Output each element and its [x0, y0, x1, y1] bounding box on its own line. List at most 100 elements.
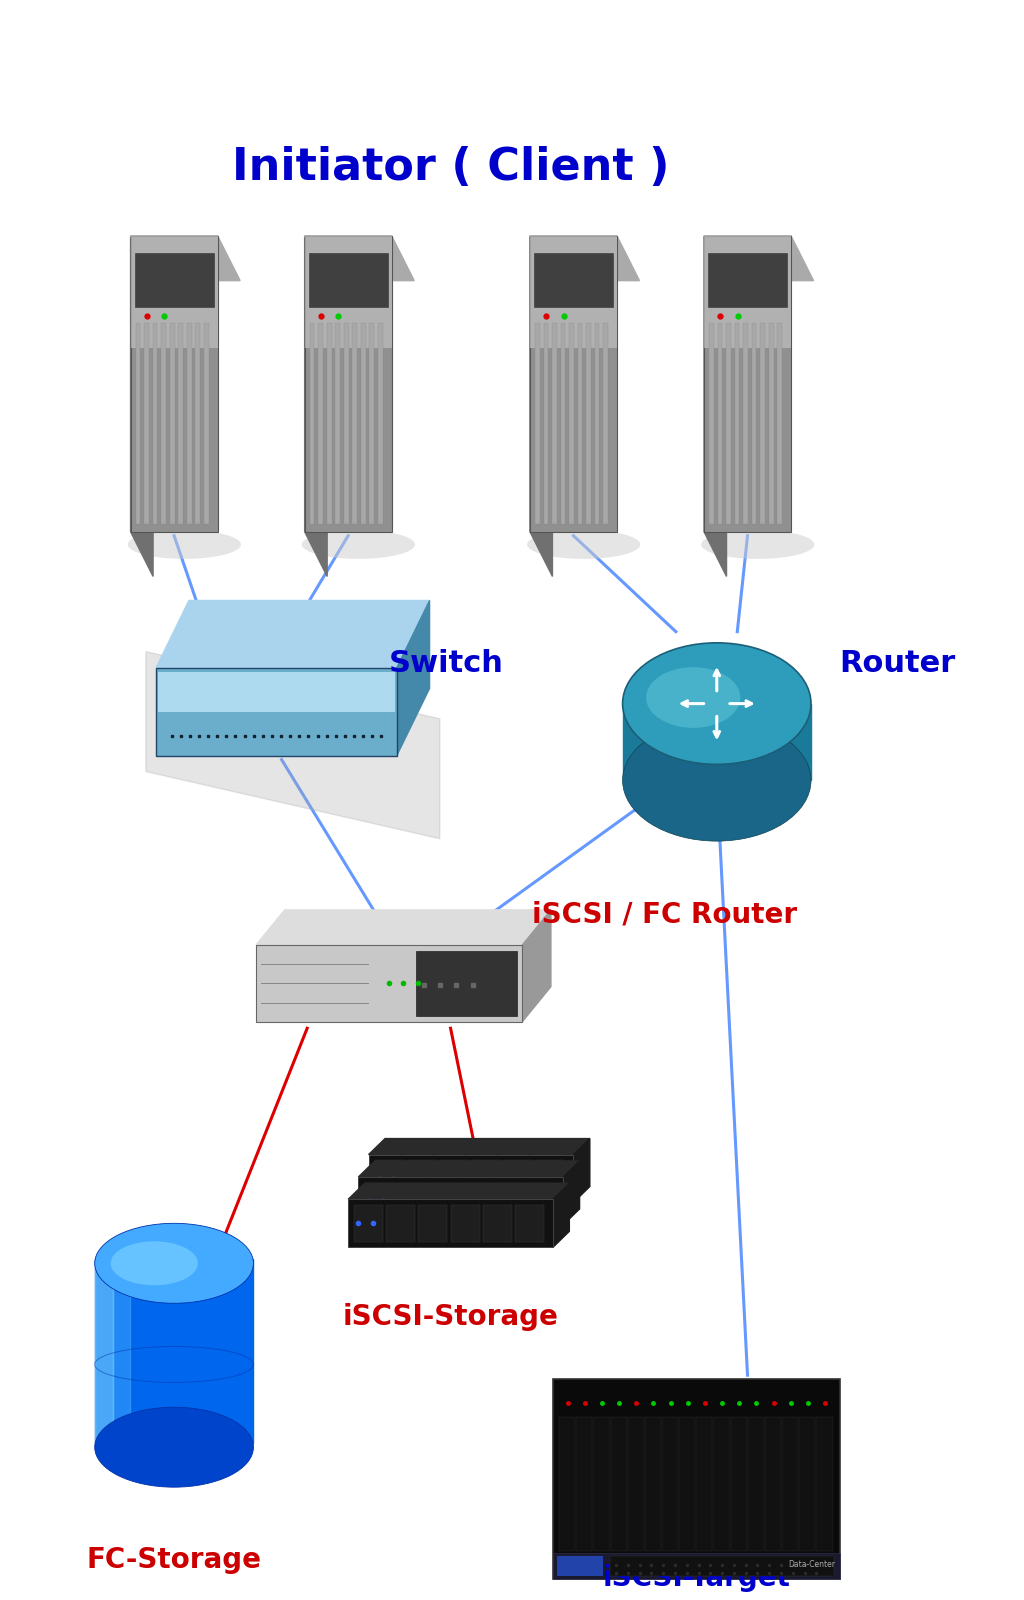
- FancyBboxPatch shape: [493, 1182, 522, 1219]
- FancyBboxPatch shape: [561, 323, 565, 523]
- FancyBboxPatch shape: [782, 1418, 799, 1550]
- Polygon shape: [705, 235, 813, 280]
- Polygon shape: [369, 1139, 590, 1155]
- FancyBboxPatch shape: [760, 323, 765, 523]
- FancyBboxPatch shape: [709, 253, 786, 307]
- FancyBboxPatch shape: [309, 253, 388, 307]
- FancyBboxPatch shape: [525, 1182, 554, 1219]
- FancyBboxPatch shape: [731, 1418, 746, 1550]
- Polygon shape: [563, 1162, 580, 1226]
- Ellipse shape: [111, 1242, 198, 1285]
- FancyBboxPatch shape: [663, 1418, 678, 1550]
- Ellipse shape: [623, 720, 811, 842]
- FancyBboxPatch shape: [369, 1155, 573, 1203]
- Polygon shape: [146, 651, 440, 838]
- Polygon shape: [623, 704, 811, 781]
- FancyBboxPatch shape: [375, 1160, 403, 1197]
- Polygon shape: [530, 235, 639, 280]
- FancyBboxPatch shape: [386, 1205, 416, 1242]
- FancyBboxPatch shape: [536, 1160, 564, 1197]
- Polygon shape: [157, 600, 430, 667]
- FancyBboxPatch shape: [595, 323, 599, 523]
- Polygon shape: [530, 235, 553, 576]
- Polygon shape: [705, 235, 727, 576]
- FancyBboxPatch shape: [196, 323, 200, 523]
- FancyBboxPatch shape: [135, 253, 214, 307]
- Polygon shape: [358, 1162, 580, 1178]
- Polygon shape: [573, 1139, 590, 1203]
- Polygon shape: [397, 600, 430, 755]
- Polygon shape: [131, 235, 240, 280]
- FancyBboxPatch shape: [696, 1418, 713, 1550]
- FancyBboxPatch shape: [336, 323, 340, 523]
- Polygon shape: [348, 1184, 569, 1200]
- FancyBboxPatch shape: [769, 323, 773, 523]
- FancyBboxPatch shape: [318, 323, 323, 523]
- FancyBboxPatch shape: [131, 235, 218, 531]
- FancyBboxPatch shape: [439, 1160, 468, 1197]
- Text: Router: Router: [840, 650, 956, 678]
- Ellipse shape: [95, 1224, 254, 1304]
- FancyBboxPatch shape: [645, 1418, 662, 1550]
- FancyBboxPatch shape: [204, 323, 209, 523]
- FancyBboxPatch shape: [743, 323, 748, 523]
- FancyBboxPatch shape: [752, 323, 757, 523]
- FancyBboxPatch shape: [256, 946, 522, 1022]
- Ellipse shape: [95, 1408, 254, 1486]
- FancyBboxPatch shape: [735, 323, 739, 523]
- FancyBboxPatch shape: [555, 1384, 838, 1416]
- FancyBboxPatch shape: [536, 323, 540, 523]
- FancyBboxPatch shape: [348, 1200, 553, 1248]
- FancyBboxPatch shape: [530, 235, 616, 349]
- FancyBboxPatch shape: [578, 323, 583, 523]
- FancyBboxPatch shape: [587, 323, 591, 523]
- FancyBboxPatch shape: [396, 1182, 426, 1219]
- FancyBboxPatch shape: [461, 1182, 489, 1219]
- FancyBboxPatch shape: [370, 323, 374, 523]
- Polygon shape: [305, 235, 328, 576]
- FancyBboxPatch shape: [187, 323, 191, 523]
- FancyBboxPatch shape: [131, 235, 218, 349]
- Text: iSCSI-Target: iSCSI-Target: [602, 1563, 791, 1592]
- FancyBboxPatch shape: [153, 323, 158, 523]
- FancyBboxPatch shape: [777, 323, 782, 523]
- FancyBboxPatch shape: [603, 323, 608, 523]
- Ellipse shape: [646, 667, 740, 728]
- FancyBboxPatch shape: [765, 1418, 781, 1550]
- FancyBboxPatch shape: [419, 1205, 447, 1242]
- Polygon shape: [522, 910, 551, 1022]
- FancyBboxPatch shape: [530, 235, 616, 531]
- FancyBboxPatch shape: [416, 952, 517, 1016]
- FancyBboxPatch shape: [679, 1418, 695, 1550]
- FancyBboxPatch shape: [552, 323, 557, 523]
- FancyBboxPatch shape: [378, 323, 383, 523]
- Ellipse shape: [623, 643, 811, 765]
- FancyBboxPatch shape: [159, 672, 395, 712]
- FancyBboxPatch shape: [726, 323, 731, 523]
- FancyBboxPatch shape: [628, 1418, 644, 1550]
- FancyBboxPatch shape: [535, 253, 612, 307]
- FancyBboxPatch shape: [365, 1182, 393, 1219]
- FancyBboxPatch shape: [557, 1557, 603, 1576]
- FancyBboxPatch shape: [354, 1205, 383, 1242]
- FancyBboxPatch shape: [352, 323, 357, 523]
- FancyBboxPatch shape: [482, 1205, 512, 1242]
- Ellipse shape: [302, 530, 415, 558]
- Ellipse shape: [128, 530, 241, 558]
- Polygon shape: [95, 1259, 254, 1443]
- FancyBboxPatch shape: [178, 323, 183, 523]
- FancyBboxPatch shape: [162, 323, 166, 523]
- FancyBboxPatch shape: [471, 1160, 500, 1197]
- Ellipse shape: [527, 530, 640, 558]
- FancyBboxPatch shape: [451, 1205, 479, 1242]
- Ellipse shape: [701, 530, 814, 558]
- FancyBboxPatch shape: [718, 323, 722, 523]
- FancyBboxPatch shape: [553, 1379, 840, 1579]
- FancyBboxPatch shape: [407, 1160, 436, 1197]
- Text: iSCSI-Storage: iSCSI-Storage: [343, 1304, 558, 1331]
- FancyBboxPatch shape: [144, 323, 148, 523]
- Polygon shape: [131, 235, 154, 576]
- FancyBboxPatch shape: [429, 1182, 458, 1219]
- Text: Data-Center: Data-Center: [788, 1560, 836, 1570]
- FancyBboxPatch shape: [705, 235, 791, 349]
